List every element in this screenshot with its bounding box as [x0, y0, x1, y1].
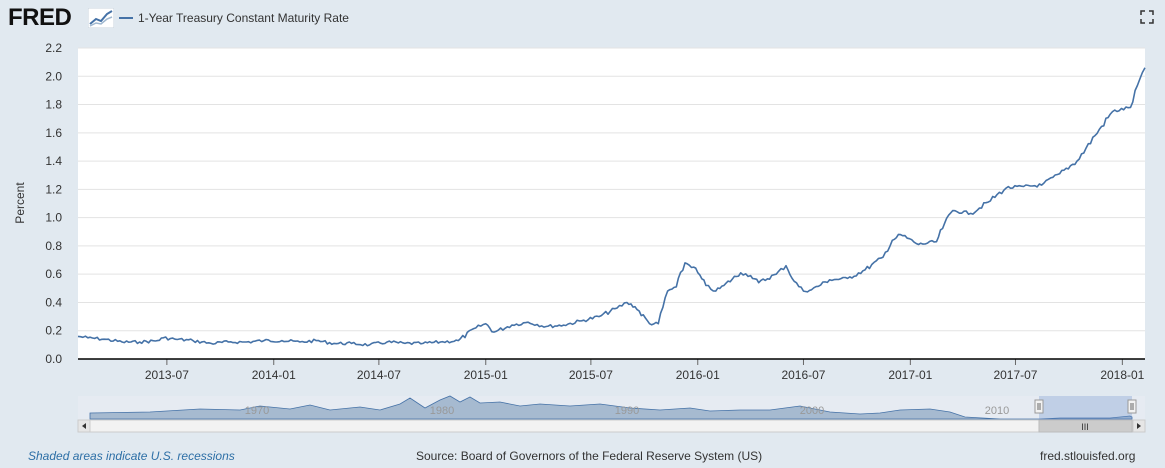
x-tick-label: 2015-07 [569, 368, 613, 382]
navigator-year-label: 1990 [615, 405, 639, 417]
source-text: Source: Board of Governors of the Federa… [416, 449, 763, 463]
legend-swatch [119, 17, 133, 19]
y-tick-label: 0.2 [45, 324, 62, 338]
navigator-series-area [89, 395, 1133, 420]
y-tick-label: 1.0 [45, 211, 62, 225]
series-legend[interactable]: 1-Year Treasury Constant Maturity Rate [119, 11, 349, 25]
y-tick-label: 0.8 [45, 239, 62, 253]
y-tick-label: 0.6 [45, 267, 62, 281]
y-tick-label: 1.8 [45, 98, 62, 112]
series-layer [77, 67, 1146, 347]
navigator-year-labels: 1970 1980 1990 2000 2010 [245, 405, 1009, 417]
site-link[interactable]: fred.stlouisfed.org [1040, 449, 1136, 463]
y-tick-label: 1.4 [45, 154, 62, 168]
navigator-year-label: 1980 [430, 405, 454, 417]
scrollbar-track[interactable] [77, 419, 1146, 433]
scrollbar-grip: III [1081, 422, 1089, 432]
scroll-left-arrow-icon [82, 423, 86, 429]
x-tick-label: 2014-07 [357, 368, 401, 382]
navigator-right-handle[interactable] [1127, 399, 1137, 414]
scrollbar[interactable]: III [77, 419, 1146, 433]
y-axis-label: Percent [13, 182, 27, 224]
recession-note-link[interactable]: Shaded areas indicate U.S. recessions [28, 449, 235, 463]
fred-logo[interactable]: FRED [8, 4, 72, 31]
gridlines [78, 47, 1145, 332]
navigator-year-label: 2000 [800, 405, 824, 417]
fullscreen-icon[interactable] [1140, 10, 1154, 24]
x-tick-label: 2014-01 [252, 368, 296, 382]
x-tick-label: 2017-01 [888, 368, 932, 382]
plot-background [78, 48, 1145, 359]
navigator-left-handle[interactable] [1034, 399, 1044, 414]
x-tick-label: 2017-07 [993, 368, 1037, 382]
navigator-year-label: 1970 [245, 405, 269, 417]
legend-label: 1-Year Treasury Constant Maturity Rate [138, 11, 349, 25]
fred-chart-logo-icon [88, 8, 114, 28]
y-tick-label: 1.2 [45, 182, 62, 196]
scroll-right-arrow-icon [1137, 423, 1141, 429]
x-tick-label: 2018-01 [1100, 368, 1144, 382]
x-axis: 2013-07 2014-01 2014-07 2015-01 2015-07 2016-… [145, 359, 1145, 382]
y-axis: 0.0 0.2 0.4 0.6 0.8 1.0 1.2 1.4 1.6 1.8 2.0 2.2 [45, 41, 62, 366]
x-tick-label: 2013-07 [145, 368, 189, 382]
navigator-year-label: 2010 [985, 405, 1009, 417]
chart-header: FRED 1-Year Treasury Constant Maturity R… [0, 0, 1165, 40]
y-tick-label: 0.0 [45, 352, 62, 366]
x-tick-label: 2015-01 [464, 368, 508, 382]
x-tick-label: 2016-01 [676, 368, 720, 382]
navigator[interactable]: 1970 1980 1990 2000 2010 [78, 395, 1145, 420]
navigator-selection[interactable] [1039, 396, 1132, 420]
y-tick-label: 1.6 [45, 126, 62, 140]
chart-area: 0.0 0.2 0.4 0.6 0.8 1.0 1.2 1.4 1.6 1.8 2.0 2.2 201… [13, 41, 1146, 433]
y-tick-label: 2.2 [45, 41, 62, 55]
scrollbar-thumb[interactable] [1038, 419, 1133, 433]
series-line [77, 67, 1146, 347]
y-tick-label: 2.0 [45, 69, 62, 83]
x-tick-label: 2016-07 [781, 368, 825, 382]
y-tick-label: 0.4 [45, 295, 62, 309]
